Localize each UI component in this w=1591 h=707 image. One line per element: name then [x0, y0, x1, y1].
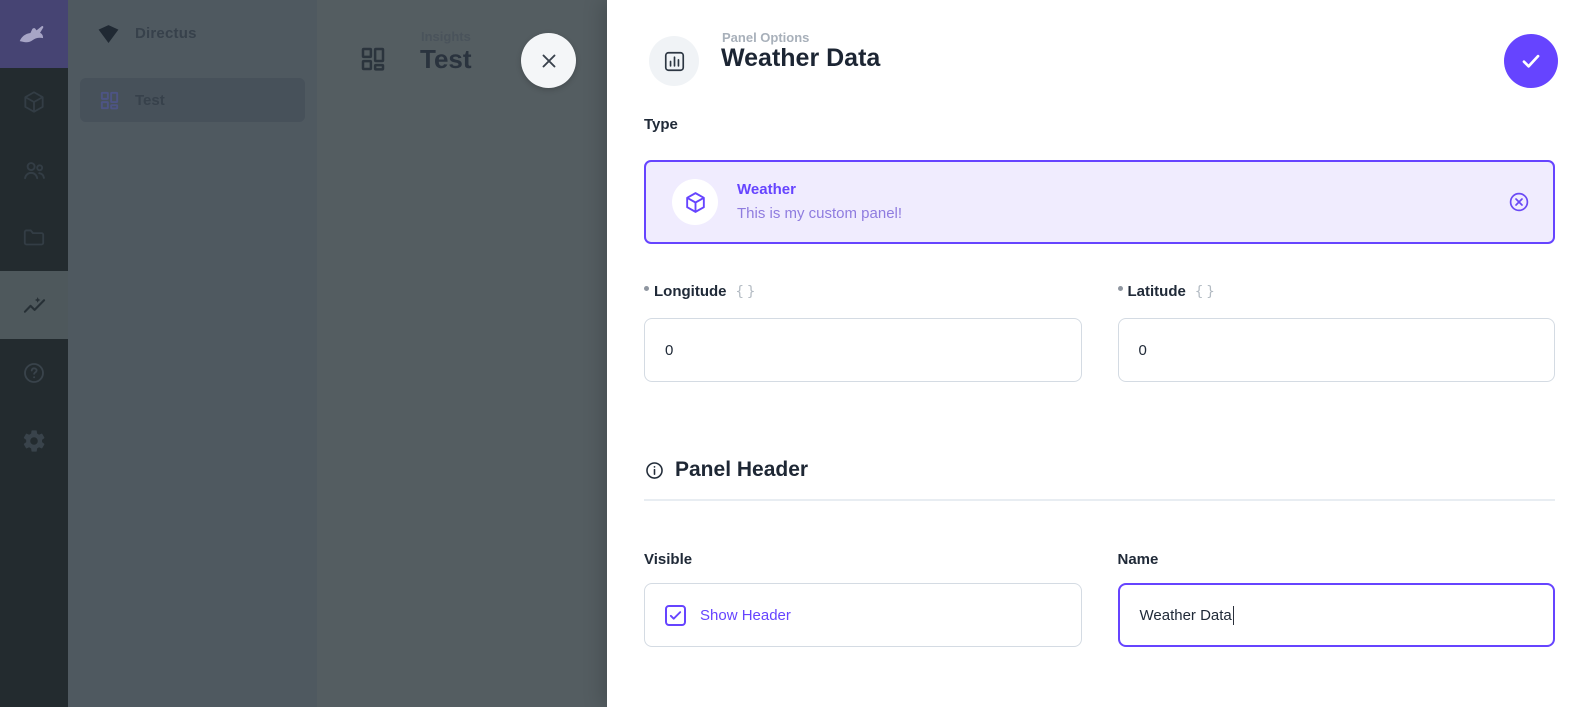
- name-label: Name: [1117, 551, 1159, 568]
- sidebar-item-test-dashboard[interactable]: Test: [80, 78, 305, 122]
- project-diamond-icon: [95, 20, 122, 47]
- nav-sidebar: Directus Test: [68, 0, 317, 707]
- page-dashboard-grid-icon: [358, 44, 388, 74]
- panel-options-drawer: Panel Options Weather Data Type: [607, 0, 1591, 707]
- breadcrumb: Insights: [421, 29, 471, 44]
- drawer-kicker: Panel Options: [722, 30, 810, 45]
- lonlat-inputs-row: [644, 318, 1555, 382]
- users-icon: [21, 157, 48, 184]
- directus-rabbit-icon: [15, 15, 53, 53]
- name-input-value: Weather Data: [1139, 606, 1232, 624]
- info-icon: [644, 460, 665, 481]
- panel-header-section: Panel Header: [644, 458, 808, 482]
- type-field-label: Type: [644, 116, 678, 133]
- raw-value-icon: {}: [735, 283, 759, 300]
- module-settings[interactable]: [0, 407, 68, 475]
- bottom-labels-row: Visible Name: [644, 551, 1555, 568]
- text-cursor: [1232, 605, 1235, 625]
- dashboard-grid-icon: [98, 89, 121, 112]
- longitude-label: Longitude {}: [644, 283, 1082, 300]
- raw-value-icon: {}: [1194, 283, 1218, 300]
- close-drawer-button[interactable]: [521, 33, 576, 88]
- drawer-form: Type Weather This is my custom panel!: [644, 0, 1555, 707]
- required-dot: [1117, 286, 1123, 291]
- folder-icon: [21, 225, 47, 251]
- panel-type-name: Weather: [737, 181, 796, 198]
- project-chooser[interactable]: Directus: [68, 10, 317, 56]
- close-icon: [538, 50, 560, 72]
- module-files[interactable]: [0, 204, 68, 272]
- checkbox-label: Show Header: [700, 606, 791, 624]
- panel-type-description: This is my custom panel!: [737, 205, 903, 222]
- required-dot: [644, 286, 649, 291]
- box-icon: [21, 89, 47, 115]
- latitude-label: Latitude {}: [1117, 283, 1556, 300]
- sidebar-item-label: Test: [135, 91, 165, 109]
- name-input[interactable]: Weather Data: [1117, 583, 1555, 647]
- show-header-checkbox-field[interactable]: Show Header: [644, 583, 1082, 647]
- module-insights[interactable]: [0, 271, 68, 339]
- panel-type-text: Weather This is my custom panel!: [737, 180, 1507, 224]
- page-title: Test: [420, 44, 472, 74]
- drawer-header-avatar: [649, 36, 699, 86]
- selected-panel-type-card[interactable]: Weather This is my custom panel!: [644, 160, 1555, 244]
- dimmed-content-overlay[interactable]: Insights Test: [317, 0, 607, 707]
- lonlat-labels-row: Longitude {} Latitude {}: [644, 283, 1555, 300]
- insights-chart-icon: [21, 292, 48, 319]
- bottom-fields-row: Show Header Weather Data: [644, 583, 1555, 647]
- panel-type-avatar: [672, 179, 718, 225]
- section-divider: [644, 499, 1555, 501]
- check-icon: [1518, 48, 1544, 74]
- gear-icon: [21, 428, 47, 454]
- project-name: Directus: [135, 24, 197, 42]
- directus-logo-button[interactable]: [0, 0, 68, 68]
- module-help[interactable]: [0, 339, 68, 407]
- cube-icon: [683, 190, 708, 215]
- latitude-input[interactable]: [1117, 318, 1555, 382]
- module-bar: [0, 0, 68, 707]
- help-icon: [21, 360, 47, 386]
- visible-label: Visible: [644, 551, 693, 568]
- module-users[interactable]: [0, 136, 68, 204]
- module-content[interactable]: [0, 68, 68, 136]
- drawer-title: Weather Data: [721, 44, 881, 72]
- longitude-input[interactable]: [644, 318, 1082, 382]
- save-button[interactable]: [1504, 34, 1558, 88]
- deselect-type-icon[interactable]: [1507, 190, 1531, 214]
- section-title: Panel Header: [675, 458, 809, 481]
- bar-chart-icon: [662, 49, 687, 74]
- checkbox-checked-icon[interactable]: [665, 604, 686, 626]
